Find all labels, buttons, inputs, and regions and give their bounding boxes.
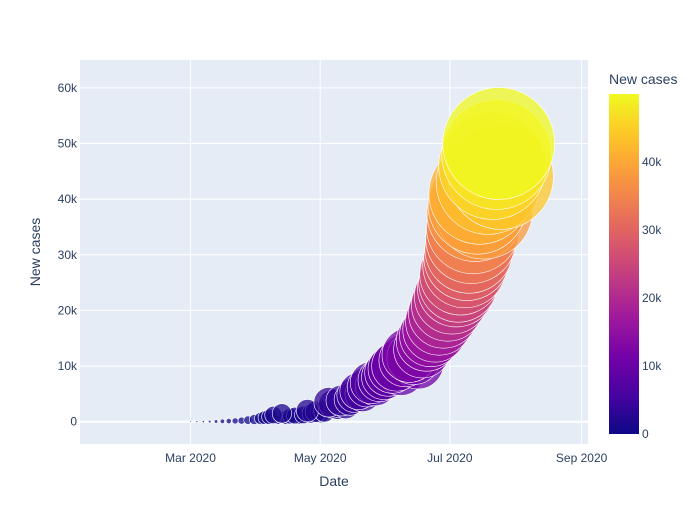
colorbar-title: New cases	[609, 71, 677, 87]
y-tick-label: 0	[70, 415, 77, 429]
bubbles-layer	[189, 87, 556, 425]
colorbar-tick-label: 40k	[642, 155, 662, 169]
colorbar-tick-label: 30k	[642, 223, 662, 237]
bubble-point[interactable]	[213, 419, 219, 424]
bubble-point[interactable]	[189, 420, 192, 423]
x-tick-label: May 2020	[294, 451, 347, 465]
colorbar-gradient	[609, 94, 639, 434]
bubble-point[interactable]	[225, 418, 232, 425]
y-tick-label: 10k	[58, 359, 78, 373]
colorbar-tick-label: 10k	[642, 359, 662, 373]
y-axis-title: New cases	[27, 218, 43, 286]
x-tick-label: Jul 2020	[427, 451, 473, 465]
x-tick-labels: Mar 2020 May 2020 Jul 2020 Sep 2020	[165, 451, 607, 465]
colorbar: New cases 0 10k 20k 30k 40k	[609, 71, 677, 441]
bubble-point[interactable]	[201, 420, 205, 424]
y-tick-label: 20k	[58, 303, 78, 317]
colorbar-tick-labels: 0 10k 20k 30k 40k	[642, 155, 662, 441]
x-axis-title: Date	[319, 473, 349, 489]
colorbar-tick-label: 0	[642, 427, 649, 441]
x-tick-label: Mar 2020	[165, 451, 216, 465]
bubble-point[interactable]	[271, 403, 292, 424]
y-tick-label: 50k	[58, 136, 78, 150]
y-tick-label: 30k	[58, 248, 78, 262]
y-tick-labels: 0 10k 20k 30k 40k 50k 60k	[58, 81, 78, 429]
bubble-point[interactable]	[195, 420, 199, 423]
bubble-point[interactable]	[207, 419, 212, 424]
bubble-point[interactable]	[442, 87, 556, 200]
x-tick-label: Sep 2020	[556, 451, 608, 465]
y-tick-label: 40k	[58, 192, 78, 206]
bubble-point[interactable]	[231, 417, 239, 425]
bubble-point[interactable]	[219, 418, 225, 424]
colorbar-tick-label: 20k	[642, 291, 662, 305]
y-tick-label: 60k	[58, 81, 78, 95]
